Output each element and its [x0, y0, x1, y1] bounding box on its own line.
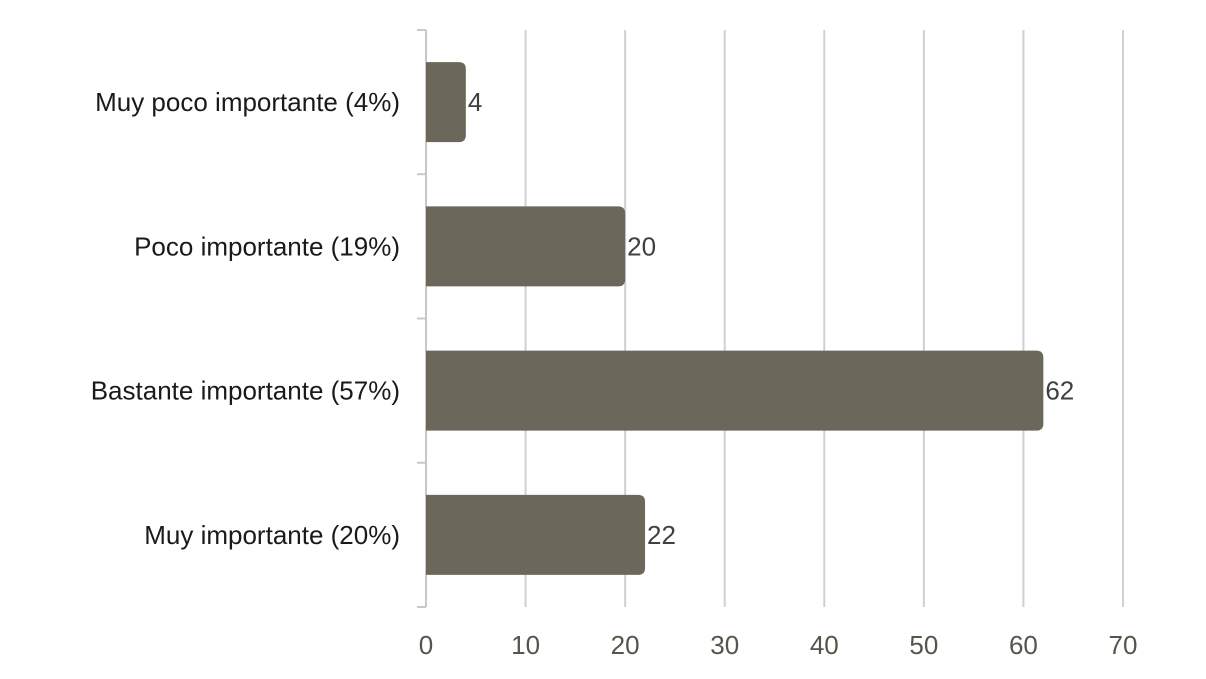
data-label: 22 [647, 520, 676, 550]
x-tick-label: 20 [611, 630, 640, 660]
x-tick-label: 40 [810, 630, 839, 660]
x-tick-label: 10 [511, 630, 540, 660]
data-label: 62 [1045, 376, 1074, 406]
labels: 0 10 20 30 40 50 60 70 Muy poco importante (4%) 4… [91, 87, 1138, 660]
bars [426, 62, 1044, 575]
x-tick-label: 30 [710, 630, 739, 660]
bar-3 [426, 494, 646, 575]
bar-1 [426, 206, 626, 287]
category-label: Bastante importante (57%) [91, 376, 400, 406]
category-label: Muy poco importante (4%) [95, 87, 400, 117]
bar-0 [426, 62, 466, 143]
data-label: 20 [627, 231, 656, 261]
bar-2 [426, 350, 1044, 431]
x-tick-label: 70 [1109, 630, 1138, 660]
category-label: Muy importante (20%) [144, 520, 400, 550]
axes [417, 29, 427, 608]
x-tick-label: 50 [909, 630, 938, 660]
grid-lines [524, 30, 1124, 607]
data-label: 4 [468, 87, 482, 117]
x-tick-label: 0 [419, 630, 433, 660]
x-tick-label: 60 [1009, 630, 1038, 660]
category-label: Poco importante (19%) [134, 231, 400, 261]
